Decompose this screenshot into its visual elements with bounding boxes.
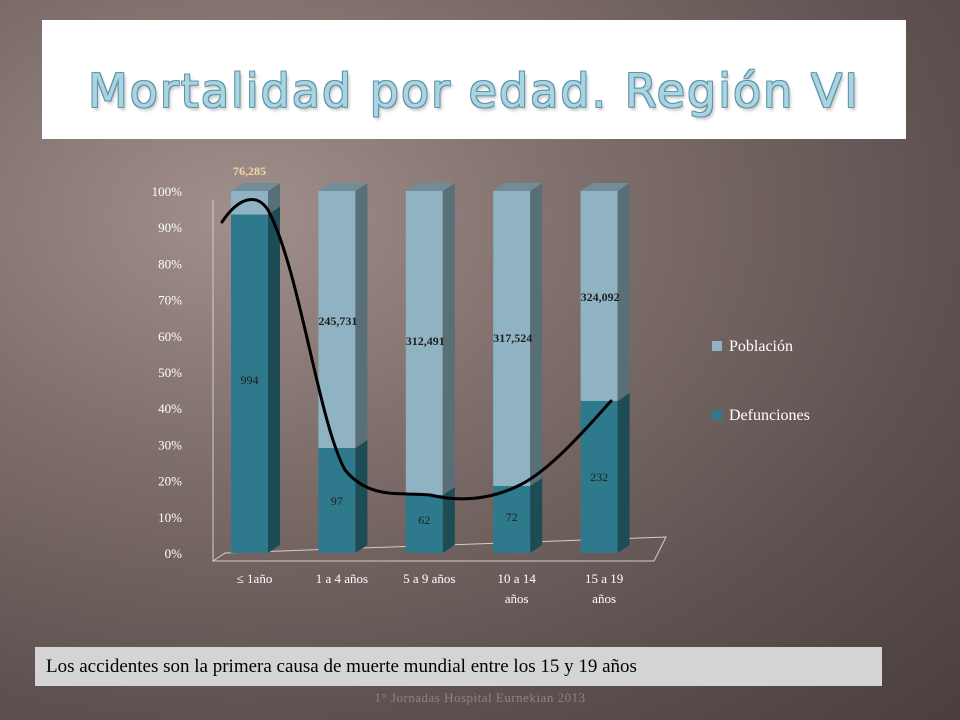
bar-defunciones: [493, 486, 531, 553]
bar-poblacion: [405, 191, 443, 496]
y-tick-label: 20%: [158, 474, 182, 489]
y-tick-label: 100%: [152, 184, 183, 199]
x-tick-label: 15 a 19: [585, 571, 623, 586]
slide-title: Mortalidad por edad. Región VI: [88, 64, 860, 118]
bar-poblacion-side: [442, 183, 455, 496]
data-label-poblacion: 317,524: [493, 331, 532, 345]
y-tick-label: 80%: [158, 256, 182, 271]
y-tick-label: 40%: [158, 401, 182, 416]
data-label-poblacion: 76,285: [233, 164, 266, 178]
caption-text: Los accidentes son la primera causa de m…: [46, 656, 637, 677]
data-label-defunciones: 62: [418, 513, 430, 527]
y-tick-label: 10%: [158, 510, 182, 525]
bar-top: [580, 183, 630, 191]
data-label-defunciones: 72: [506, 510, 518, 524]
y-tick-label: 90%: [158, 220, 182, 235]
bar-top: [231, 183, 280, 191]
x-tick-label: 5 a 9 años: [403, 571, 455, 586]
chart-floor: [211, 536, 667, 562]
chart: 0% 10% 20% 30% 40% 50% 60% 70% 80% 90% 100% ≤ 1año 1…: [152, 164, 810, 606]
bar-defunciones-side: [442, 487, 455, 553]
bar-defunciones: [318, 448, 356, 553]
bar-defunciones-side: [355, 440, 368, 553]
x-tick-label: 1 a 4 años: [316, 571, 368, 586]
trend-line: [220, 198, 613, 501]
x-tick-label: años: [592, 591, 616, 606]
data-label-defunciones: 97: [331, 494, 343, 508]
bar-poblacion: [231, 191, 268, 215]
bar-defunciones-side: [617, 392, 630, 553]
bar-poblacion-side: [530, 183, 543, 487]
bar-poblacion: [493, 191, 531, 487]
bar-top: [493, 183, 543, 191]
bar-poblacion: [580, 191, 618, 401]
footer-text: 1° Jornadas Hospital Eurnekian 2013: [374, 690, 586, 705]
caption-bar: Los accidentes son la primera causa de m…: [35, 647, 882, 686]
data-label-poblacion: 312,491: [406, 334, 445, 348]
bar-poblacion-side: [617, 183, 630, 401]
bar-defunciones: [231, 214, 268, 553]
legend-label: Defunciones: [729, 407, 810, 424]
data-label-defunciones: 232: [590, 470, 608, 484]
y-tick-label: 70%: [158, 293, 182, 308]
bar-top: [405, 183, 455, 191]
legend-label: Población: [729, 338, 793, 355]
bar-poblacion-side: [355, 183, 368, 449]
bar-defunciones-side: [268, 206, 280, 553]
bar-defunciones-side: [530, 478, 543, 553]
y-tick-label: 30%: [158, 437, 182, 452]
y-tick-label: 50%: [158, 365, 182, 380]
y-tick-label: 0%: [165, 546, 183, 561]
legend-swatch: [712, 341, 722, 351]
data-label-poblacion: 245,731: [318, 314, 357, 328]
legend-swatch: [712, 410, 722, 420]
bar-poblacion-side: [268, 183, 280, 215]
bar-defunciones: [405, 495, 443, 553]
x-tick-label: años: [505, 591, 529, 606]
x-tick-label: ≤ 1año: [237, 571, 273, 586]
title-box: Mortalidad por edad. Región VI: [42, 20, 906, 139]
data-label-defunciones: 994: [241, 373, 259, 387]
x-tick-label: 10 a 14: [498, 571, 537, 586]
y-tick-label: 60%: [158, 329, 182, 344]
bar-top: [318, 183, 368, 191]
data-label-poblacion: 324,092: [581, 290, 620, 304]
